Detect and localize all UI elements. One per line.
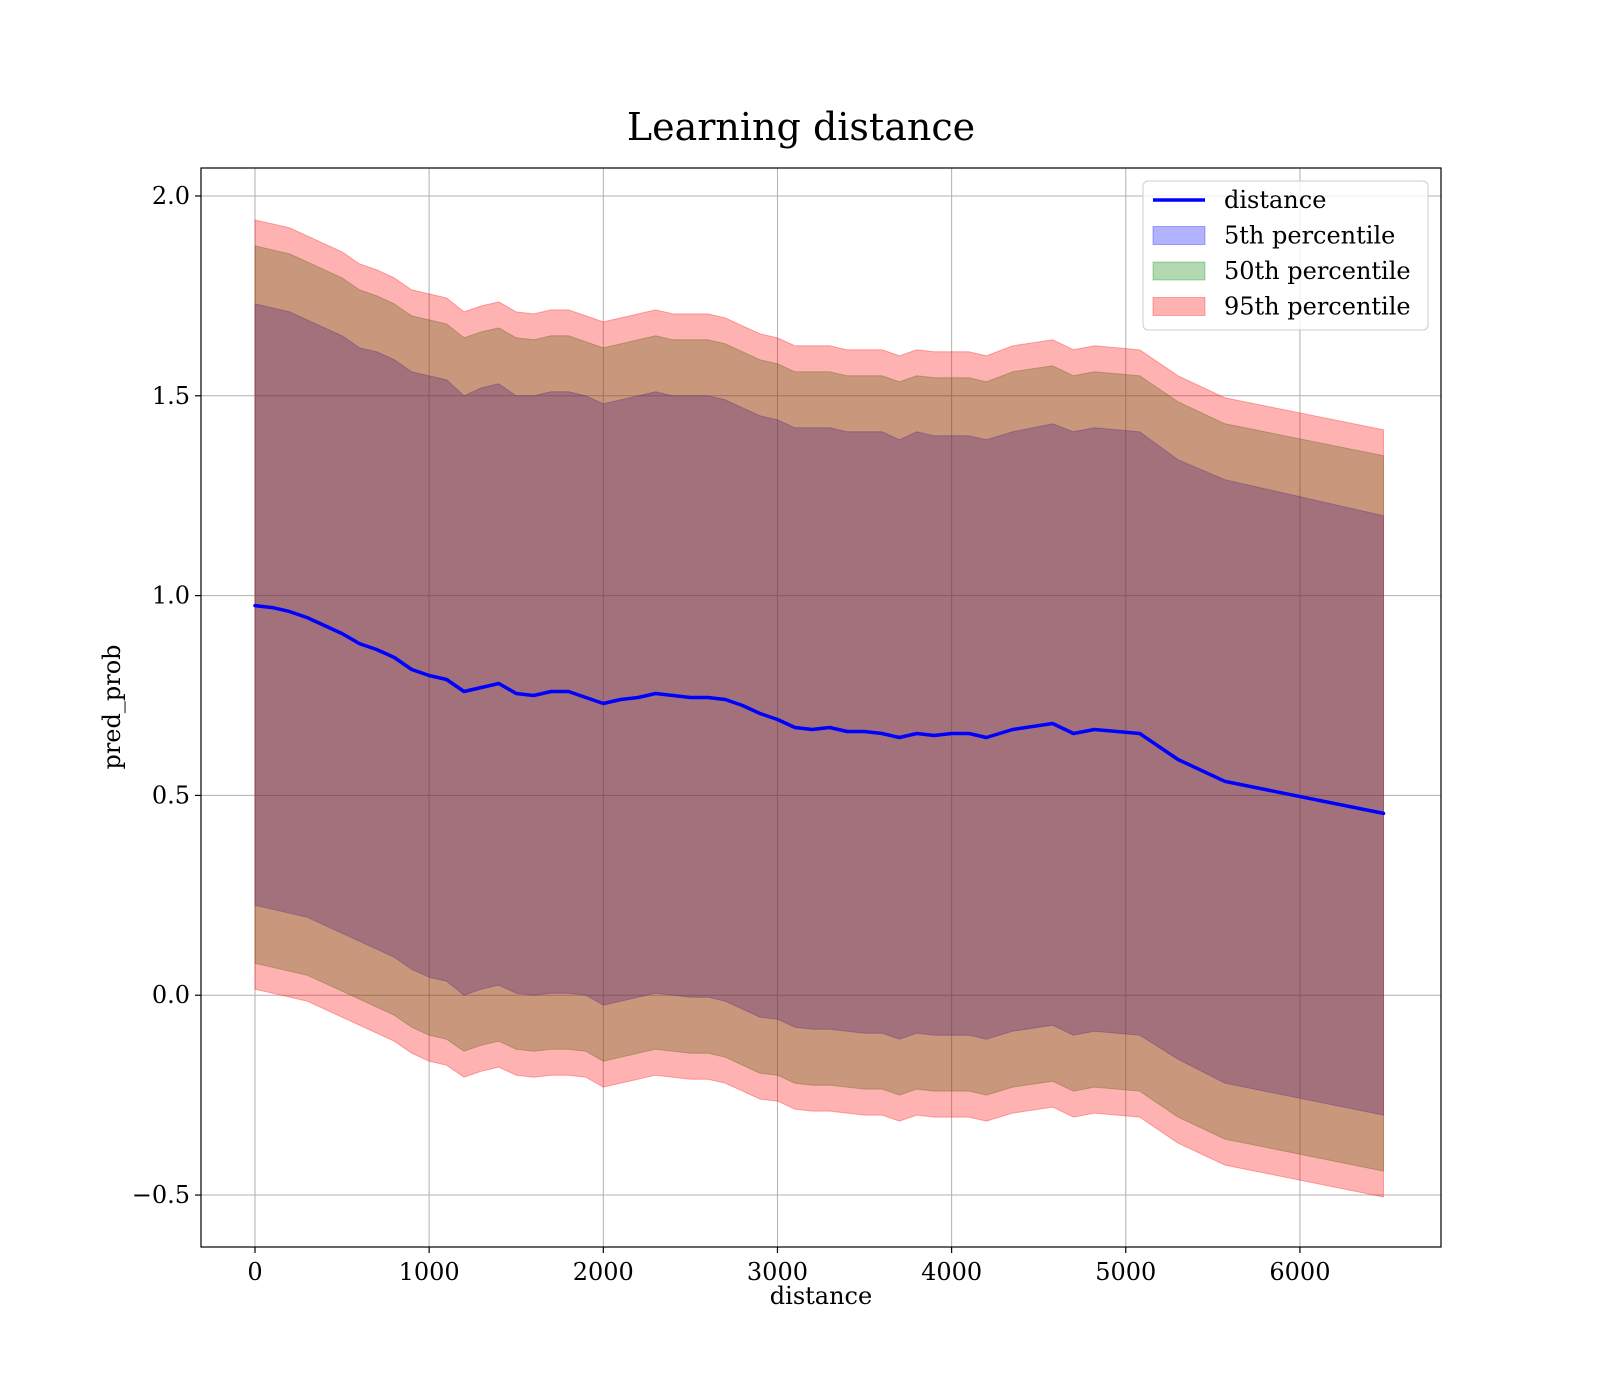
x-tick-label: 2000 [573, 1258, 634, 1286]
legend-label: 95th percentile [1224, 293, 1411, 321]
x-tick-label: 5000 [1095, 1258, 1156, 1286]
legend-label: distance [1224, 186, 1326, 214]
x-axis-ticks: 0 1000 2000 3000 4000 5000 6000 [247, 1247, 1330, 1286]
y-tick-label: 0.0 [152, 981, 190, 1009]
y-axis-ticks: −0.5 0.0 0.5 1.0 1.5 2.0 [132, 182, 201, 1209]
band-50th-percentile [254, 245, 1384, 1172]
x-tick-label: 3000 [747, 1258, 808, 1286]
y-tick-label: 0.5 [152, 781, 190, 809]
legend-box [1142, 180, 1429, 331]
line-distance [253, 603, 1386, 816]
y-tick-label: 2.0 [152, 182, 190, 210]
legend-swatch [1152, 226, 1206, 245]
legend-swatch [1152, 297, 1206, 316]
legend-label: 50th percentile [1224, 257, 1411, 285]
y-tick-label: 1.0 [152, 582, 190, 610]
y-tick-label: 1.5 [152, 382, 190, 410]
chart-title: Learning distance [627, 105, 975, 149]
x-axis-label: distance [770, 1282, 872, 1310]
band-95th-percentile [254, 219, 1384, 1198]
x-tick-label: 0 [247, 1258, 262, 1286]
plot-frame [200, 167, 1442, 1248]
x-tick-label: 4000 [921, 1258, 982, 1286]
legend-label: 5th percentile [1224, 222, 1395, 250]
y-tick-label: −0.5 [132, 1181, 190, 1209]
percentile-bands [254, 219, 1384, 1198]
x-tick-label: 1000 [399, 1258, 460, 1286]
series-lines [253, 603, 1386, 816]
x-tick-label: 6000 [1269, 1258, 1330, 1286]
legend: distance 5th percentile 50th percentile 95t… [1142, 180, 1429, 331]
y-axis-label: pred_prob [98, 644, 126, 769]
band-5th-percentile [254, 303, 1384, 1116]
legend-swatch [1152, 261, 1206, 281]
